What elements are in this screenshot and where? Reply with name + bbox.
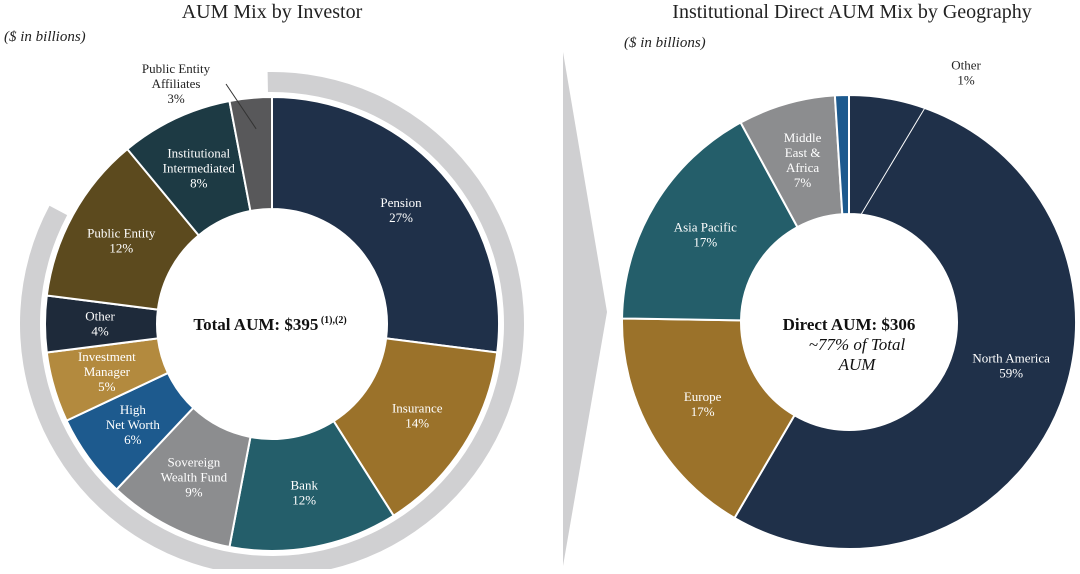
center-label: Total AUM: $395 (1),(2) (193, 315, 346, 334)
slice-label-public-entity: Public Entity 12% (87, 226, 156, 256)
slice-label-insurance-line: Insurance (392, 401, 443, 416)
center-label-superscript: (1),(2) (318, 315, 346, 326)
slice-label-investment-manager-line: Manager (84, 364, 131, 379)
leader-line (225, 83, 257, 130)
slice-label-sovereign-wealth-fund-line: 9% (185, 484, 203, 499)
leader-line (844, 85, 939, 243)
slice-label-institutional-intermediated: Institutional Intermediated 8% (163, 145, 236, 190)
slice-label-other-line: 4% (91, 324, 109, 339)
slice-label-middle-east-africa: Middle East & Africa 7% (784, 130, 822, 190)
slice-label-institutional-intermediated-line: 8% (190, 175, 208, 190)
slice-label-pension-line: 27% (389, 210, 413, 225)
slice-label-high-net-worth-line: Net Worth (106, 417, 160, 432)
slice-label-institutional-intermediated-line: Institutional (167, 145, 230, 160)
slice-label-high-net-worth: High Net Worth 6% (106, 402, 160, 447)
slice-label-public-entity-line: 12% (109, 241, 133, 256)
slice-label-pension-line: Pension (380, 195, 422, 210)
chart-title: Institutional Direct AUM Mix by Geograph… (672, 1, 1031, 23)
slice-label-investment-manager-line: Investment (78, 349, 136, 364)
slice-label-other-line: Other (951, 58, 981, 73)
slice-asia-pacific (621, 121, 799, 322)
slice-label-europe: Europe 17% (684, 389, 722, 419)
slice-label-public-entity-affiliates: Public Entity Affiliates 3% (142, 61, 211, 106)
slice-label-other: Other 4% (85, 309, 115, 339)
slice-label-investment-manager: Investment Manager 5% (78, 349, 136, 394)
slice-label-pension: Pension 27% (380, 195, 422, 225)
center-label-text: Total AUM: $395 (193, 315, 318, 334)
slice-label-sovereign-wealth-fund-line: Sovereign (168, 454, 221, 469)
slice-public-entity-affiliates (228, 95, 273, 213)
left-chart: AUM Mix by Investor ($ in billions) Pensio… (4, 1, 524, 574)
arrow-shape (563, 52, 607, 566)
slice-label-europe-line: 17% (691, 404, 715, 419)
right-chart: Institutional Direct AUM Mix by Geograph… (621, 1, 1077, 550)
slice-label-insurance-line: 14% (405, 416, 429, 431)
slice-label-insurance: Insurance 14% (392, 401, 443, 431)
slice-label-other-line: 1% (957, 73, 975, 88)
unit-note: ($ in billions) (624, 35, 706, 51)
slice-label-north-america-line: 59% (999, 365, 1023, 380)
center-sublabel-line: ~77% of Total (809, 335, 906, 354)
slice-label-asia-pacific: Asia Pacific 17% (674, 220, 737, 250)
slice-label-europe-line: Europe (684, 389, 722, 404)
center-label: Direct AUM: $306 (783, 315, 916, 334)
slice-label-north-america-line: North America (972, 350, 1050, 365)
slice-label-other: Other 1% (951, 58, 981, 88)
slice-pension (271, 95, 500, 354)
unit-note: ($ in billions) (4, 29, 86, 45)
transition-arrow (563, 52, 607, 566)
slice-label-middle-east-africa-line: 7% (794, 175, 812, 190)
slice-label-middle-east-africa-line: Middle (784, 130, 822, 145)
slice-europe (621, 317, 796, 520)
slice-label-high-net-worth-line: 6% (124, 432, 142, 447)
slice-label-sovereign-wealth-fund-line: Wealth Fund (161, 469, 228, 484)
slice-label-public-entity-line: Public Entity (87, 226, 156, 241)
chart-title: AUM Mix by Investor (182, 1, 363, 23)
slice-other (833, 93, 850, 216)
center-sublabel: ~77% of Total AUM (809, 335, 906, 374)
slice-label-bank-line: Bank (291, 477, 319, 492)
slice-label-sovereign-wealth-fund: Sovereign Wealth Fund 9% (161, 454, 228, 499)
slice-label-high-net-worth-line: High (120, 402, 147, 417)
center-sublabel-line: AUM (838, 355, 877, 374)
slice-label-north-america: North America 59% (972, 350, 1050, 380)
slice-label-middle-east-africa-line: Africa (786, 160, 819, 175)
slice-label-bank-line: 12% (292, 492, 316, 507)
slice-label-public-entity-affiliates-line: Affiliates (152, 76, 201, 91)
slice-label-public-entity-affiliates-line: Public Entity (142, 61, 211, 76)
slice-label-asia-pacific-line: Asia Pacific (674, 220, 737, 235)
slice-label-public-entity-affiliates-line: 3% (167, 91, 185, 106)
slice-label-other-line: Other (85, 309, 115, 324)
slice-label-asia-pacific-line: 17% (693, 235, 717, 250)
slice-label-institutional-intermediated-line: Intermediated (163, 160, 236, 175)
slice-north-america (733, 93, 1077, 550)
slice-label-bank: Bank 12% (291, 477, 319, 507)
slice-label-middle-east-africa-line: East & (785, 145, 821, 160)
slice-label-investment-manager-line: 5% (98, 379, 116, 394)
